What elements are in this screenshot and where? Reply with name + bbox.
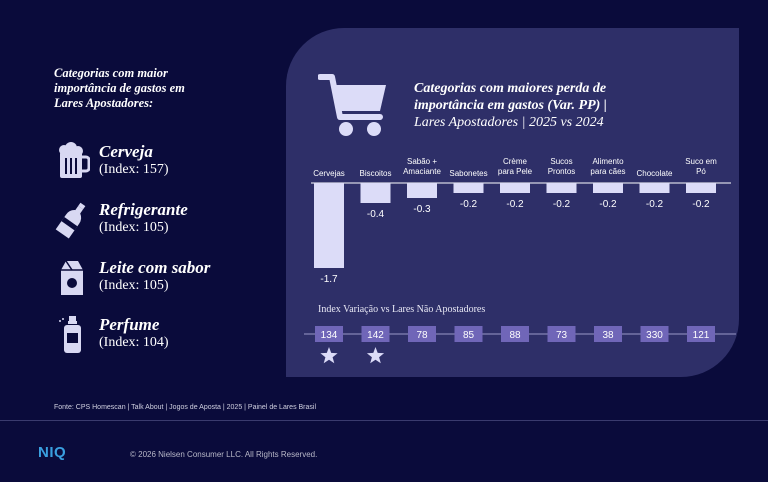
category-label: Sabonetes: [449, 169, 487, 178]
category-label: Chocolate: [636, 169, 673, 178]
bar: [314, 183, 344, 268]
index-value: 142: [367, 330, 384, 341]
index-box: [408, 326, 436, 342]
chart-title-line: Categorias com maiores perda de: [414, 81, 607, 96]
star-icon: [320, 347, 338, 364]
index-box: [315, 326, 343, 342]
perfume-bottle-icon: [59, 316, 81, 353]
category-label: Suco em Pó: [685, 157, 717, 176]
value-label: -0.2: [599, 199, 617, 210]
bar-chart: Cervejas -1.7 134 Biscoitos -0.4 142 Sabão + Am…: [304, 157, 736, 364]
bar: [686, 183, 716, 193]
category-label: Biscoitos: [359, 169, 391, 178]
category-item-perfume: Perfume (Index: 104): [54, 315, 254, 359]
index-value: 134: [321, 330, 338, 341]
value-label: -0.2: [692, 199, 710, 210]
category-label: Sucos Prontos: [548, 157, 576, 176]
index-value: 330: [646, 330, 663, 341]
value-label: -0.2: [460, 199, 478, 210]
chart-title-line: importância em gastos (Var. PP) |: [414, 98, 607, 113]
category-label: Crème para Pele: [498, 157, 533, 176]
bar: [500, 183, 530, 193]
left-title-line: Lares Apostadores:: [54, 96, 154, 110]
value-label: -0.2: [553, 199, 571, 210]
index-box: [687, 326, 715, 342]
value-label: -0.4: [367, 209, 385, 220]
beer-mug-icon: [59, 142, 90, 178]
chart-title: Categorias com maiores perda de importân…: [414, 80, 714, 131]
index-value: 38: [602, 330, 614, 341]
category-name: Perfume: [99, 315, 160, 334]
shopping-cart-icon: [318, 74, 386, 136]
index-value: 88: [509, 330, 521, 341]
category-index: (Index: 105): [99, 278, 169, 293]
bar: [360, 183, 391, 203]
category-index: (Index: 105): [99, 220, 169, 235]
source-note: Fonte: CPS Homescan | Talk About | Jogos…: [54, 404, 317, 411]
category-index: (Index: 157): [99, 162, 169, 177]
copyright: © 2026 Nielsen Consumer LLC. All Rights …: [130, 450, 318, 459]
left-title-line: Categorias com maior: [54, 66, 168, 80]
category-item-refrigerante: Refrigerante (Index: 105): [54, 200, 254, 244]
value-label: -1.7: [320, 274, 338, 285]
chart-subtitle: Lares Apostadores | 2025 vs 2024: [414, 115, 604, 130]
index-value: 78: [416, 330, 428, 341]
milk-carton-icon: [61, 260, 83, 295]
star-icon: [366, 347, 385, 364]
index-label: Index Variação vs Lares Não Apostadores: [318, 304, 486, 315]
index-box: [454, 326, 483, 342]
category-index: (Index: 104): [99, 335, 169, 350]
category-item-cerveja: Cerveja (Index: 157): [54, 142, 254, 186]
bar: [593, 183, 623, 193]
category-name: Refrigerante: [99, 200, 188, 219]
left-title-line: importância de gastos em: [54, 81, 185, 95]
category-item-leite-com-sabor: Leite com sabor (Index: 105): [54, 258, 254, 302]
index-box: [361, 326, 390, 342]
index-value: 85: [463, 330, 475, 341]
category-label: Sabão + Amaciante: [403, 157, 441, 176]
category-label: Cervejas: [313, 169, 345, 178]
index-box: [594, 326, 622, 342]
footer-divider: [0, 420, 768, 421]
bar: [546, 183, 577, 193]
value-label: -0.2: [646, 199, 664, 210]
index-box: [501, 326, 529, 342]
index-value: 73: [556, 330, 568, 341]
category-label: Alimento para cães: [590, 157, 625, 176]
soda-bottle-icon: [55, 202, 86, 239]
value-label: -0.3: [413, 204, 431, 215]
index-box: [547, 326, 576, 342]
index-box: [640, 326, 669, 342]
left-title: Categorias com maior importância de gast…: [54, 66, 254, 111]
value-label: -0.2: [506, 199, 524, 210]
category-name: Cerveja: [99, 142, 153, 161]
bar: [639, 183, 670, 193]
index-value: 121: [693, 330, 710, 341]
bar: [407, 183, 437, 198]
category-name: Leite com sabor: [99, 258, 211, 277]
niq-logo: NIQ: [38, 444, 67, 461]
bar: [453, 183, 484, 193]
